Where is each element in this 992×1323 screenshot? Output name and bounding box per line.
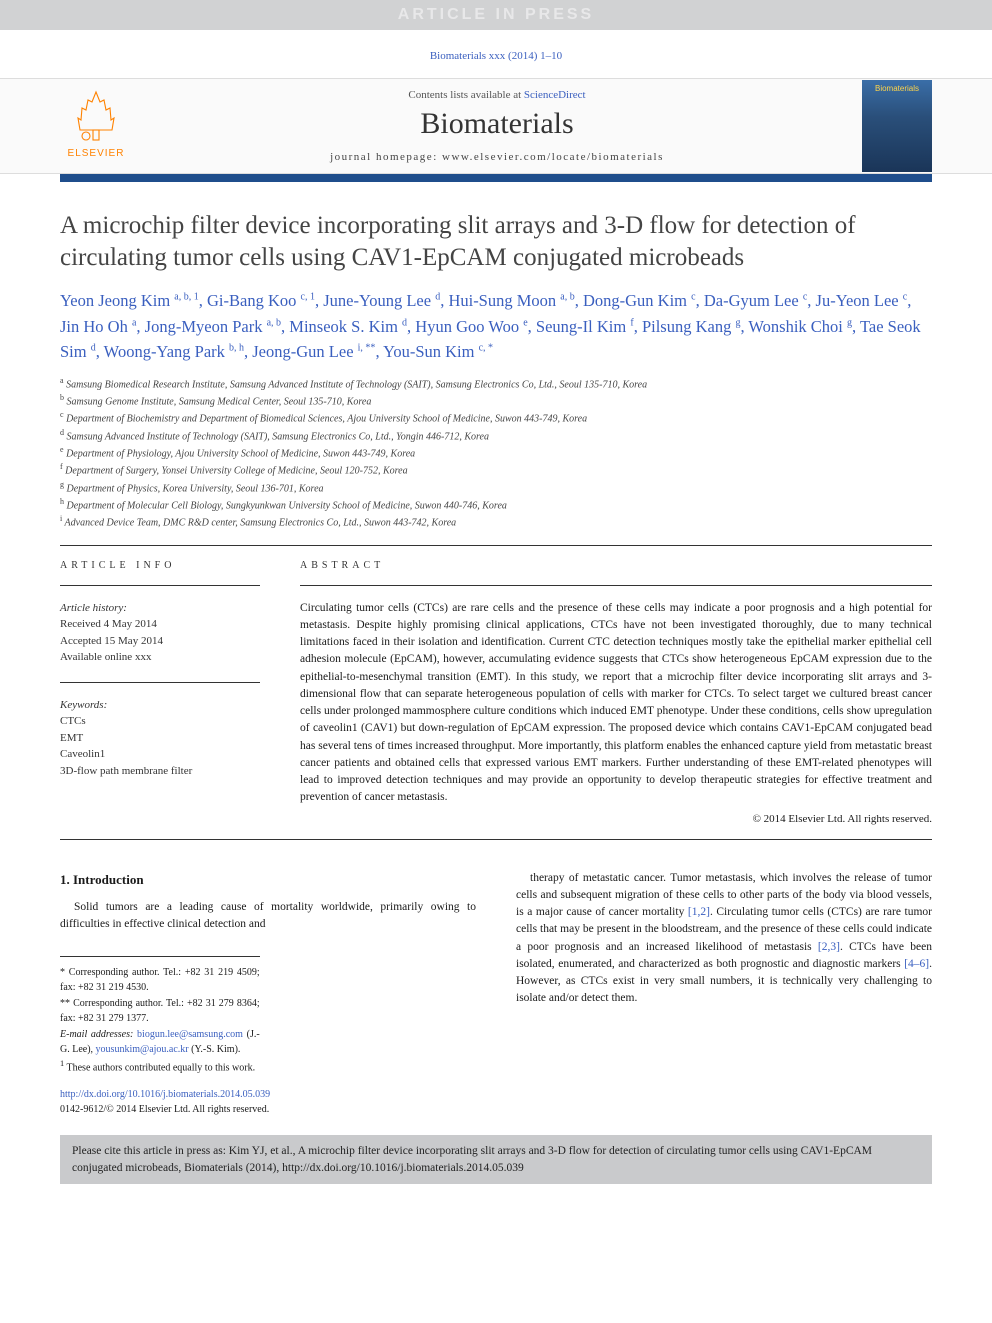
corresponding-2: ** Corresponding author. Tel.: +82 31 27…: [60, 996, 260, 1027]
column-left: 1. Introduction Solid tumors are a leadi…: [60, 870, 476, 1118]
equal-text: These authors contributed equally to thi…: [67, 1062, 256, 1073]
doi-block: http://dx.doi.org/10.1016/j.biomaterials…: [60, 1087, 476, 1117]
article-title: A microchip filter device incorporating …: [60, 210, 932, 274]
affiliation-item: b Samsung Genome Institute, Samsung Medi…: [60, 392, 932, 409]
corresponding-1: * Corresponding author. Tel.: +82 31 219…: [60, 965, 260, 996]
press-banner: ARTICLE IN PRESS: [0, 0, 992, 30]
citation-header: Biomaterials xxx (2014) 1–10: [0, 30, 992, 78]
keywords-block: Keywords: CTCsEMTCaveolin13D-flow path m…: [60, 697, 260, 780]
elsevier-tree-icon: [66, 86, 126, 146]
accepted-date: Accepted 15 May 2014: [60, 633, 260, 650]
email-addresses: E-mail addresses: biogun.lee@samsung.com…: [60, 1027, 260, 1058]
email-link-1[interactable]: biogun.lee@samsung.com: [137, 1029, 243, 1040]
intro-para-2: therapy of metastatic cancer. Tumor meta…: [516, 870, 932, 1008]
ref-link[interactable]: [2,3]: [818, 941, 840, 953]
footnotes: * Corresponding author. Tel.: +82 31 219…: [60, 956, 260, 1076]
journal-cover: Biomaterials: [862, 80, 932, 172]
body-columns: 1. Introduction Solid tumors are a leadi…: [60, 870, 932, 1118]
ref-link[interactable]: [4–6]: [904, 958, 929, 970]
keywords-header: Keywords:: [60, 697, 260, 714]
divider: [60, 682, 260, 683]
doi-link[interactable]: http://dx.doi.org/10.1016/j.biomaterials…: [60, 1089, 270, 1100]
ref-link[interactable]: [1,2]: [688, 906, 710, 918]
email-label: E-mail addresses:: [60, 1029, 137, 1040]
divider: [60, 839, 932, 840]
history-header: Article history:: [60, 600, 260, 617]
online-date: Available online xxx: [60, 649, 260, 666]
cite-this-article-box: Please cite this article in press as: Ki…: [60, 1135, 932, 1183]
masthead: ELSEVIER Contents lists available at Sci…: [0, 78, 992, 174]
abstract-copyright: © 2014 Elsevier Ltd. All rights reserved…: [300, 813, 932, 825]
doi-copyright: 0142-9612/© 2014 Elsevier Ltd. All right…: [60, 1102, 476, 1117]
equal-sup: 1: [60, 1059, 64, 1068]
journal-name: Biomaterials: [152, 107, 842, 141]
article-content: A microchip filter device incorporating …: [0, 210, 992, 1117]
keywords-list: CTCsEMTCaveolin13D-flow path membrane fi…: [60, 713, 260, 779]
abstract-label: ABSTRACT: [300, 560, 932, 571]
keyword-item: 3D-flow path membrane filter: [60, 763, 260, 780]
affiliation-item: g Department of Physics, Korea Universit…: [60, 479, 932, 496]
affiliation-item: h Department of Molecular Cell Biology, …: [60, 496, 932, 513]
divider: [60, 545, 932, 546]
divider: [60, 585, 260, 586]
homepage-url: www.elsevier.com/locate/biomaterials: [442, 151, 664, 163]
article-info-col: ARTICLE INFO Article history: Received 4…: [60, 560, 260, 825]
contents-lists-line: Contents lists available at ScienceDirec…: [152, 89, 842, 101]
affiliation-item: f Department of Surgery, Yonsei Universi…: [60, 461, 932, 478]
masthead-center: Contents lists available at ScienceDirec…: [152, 79, 842, 173]
affiliation-item: a Samsung Biomedical Research Institute,…: [60, 375, 932, 392]
email-who-2: (Y.-S. Kim).: [189, 1044, 241, 1055]
intro-heading: 1. Introduction: [60, 870, 476, 890]
blue-bar: [60, 174, 932, 182]
column-right: therapy of metastatic cancer. Tumor meta…: [516, 870, 932, 1118]
journal-cover-title: Biomaterials: [862, 84, 932, 93]
sciencedirect-link[interactable]: ScienceDirect: [524, 89, 586, 101]
article-history-block: Article history: Received 4 May 2014 Acc…: [60, 600, 260, 666]
affiliation-item: d Samsung Advanced Institute of Technolo…: [60, 427, 932, 444]
affiliation-item: e Department of Physiology, Ajou Univers…: [60, 444, 932, 461]
affiliation-item: c Department of Biochemistry and Departm…: [60, 409, 932, 426]
homepage-line: journal homepage: www.elsevier.com/locat…: [152, 151, 842, 163]
keyword-item: CTCs: [60, 713, 260, 730]
keyword-item: Caveolin1: [60, 746, 260, 763]
authors-list: Yeon Jeong Kim a, b, 1, Gi-Bang Koo c, 1…: [60, 288, 932, 365]
article-info-label: ARTICLE INFO: [60, 560, 260, 571]
abstract-col: ABSTRACT Circulating tumor cells (CTCs) …: [300, 560, 932, 825]
elsevier-logo: ELSEVIER: [60, 86, 132, 166]
abstract-text: Circulating tumor cells (CTCs) are rare …: [300, 600, 932, 807]
contents-prefix: Contents lists available at: [408, 89, 523, 101]
email-link-2[interactable]: yousunkim@ajou.ac.kr: [96, 1044, 189, 1055]
divider: [300, 585, 932, 586]
affiliation-item: i Advanced Device Team, DMC R&D center, …: [60, 513, 932, 530]
info-abstract-row: ARTICLE INFO Article history: Received 4…: [60, 560, 932, 825]
received-date: Received 4 May 2014: [60, 616, 260, 633]
affiliations-list: a Samsung Biomedical Research Institute,…: [60, 375, 932, 531]
intro-para-1: Solid tumors are a leading cause of mort…: [60, 899, 476, 934]
keyword-item: EMT: [60, 730, 260, 747]
elsevier-text: ELSEVIER: [68, 148, 125, 159]
homepage-prefix: journal homepage:: [330, 151, 442, 163]
equal-contribution: 1 These authors contributed equally to t…: [60, 1058, 260, 1076]
